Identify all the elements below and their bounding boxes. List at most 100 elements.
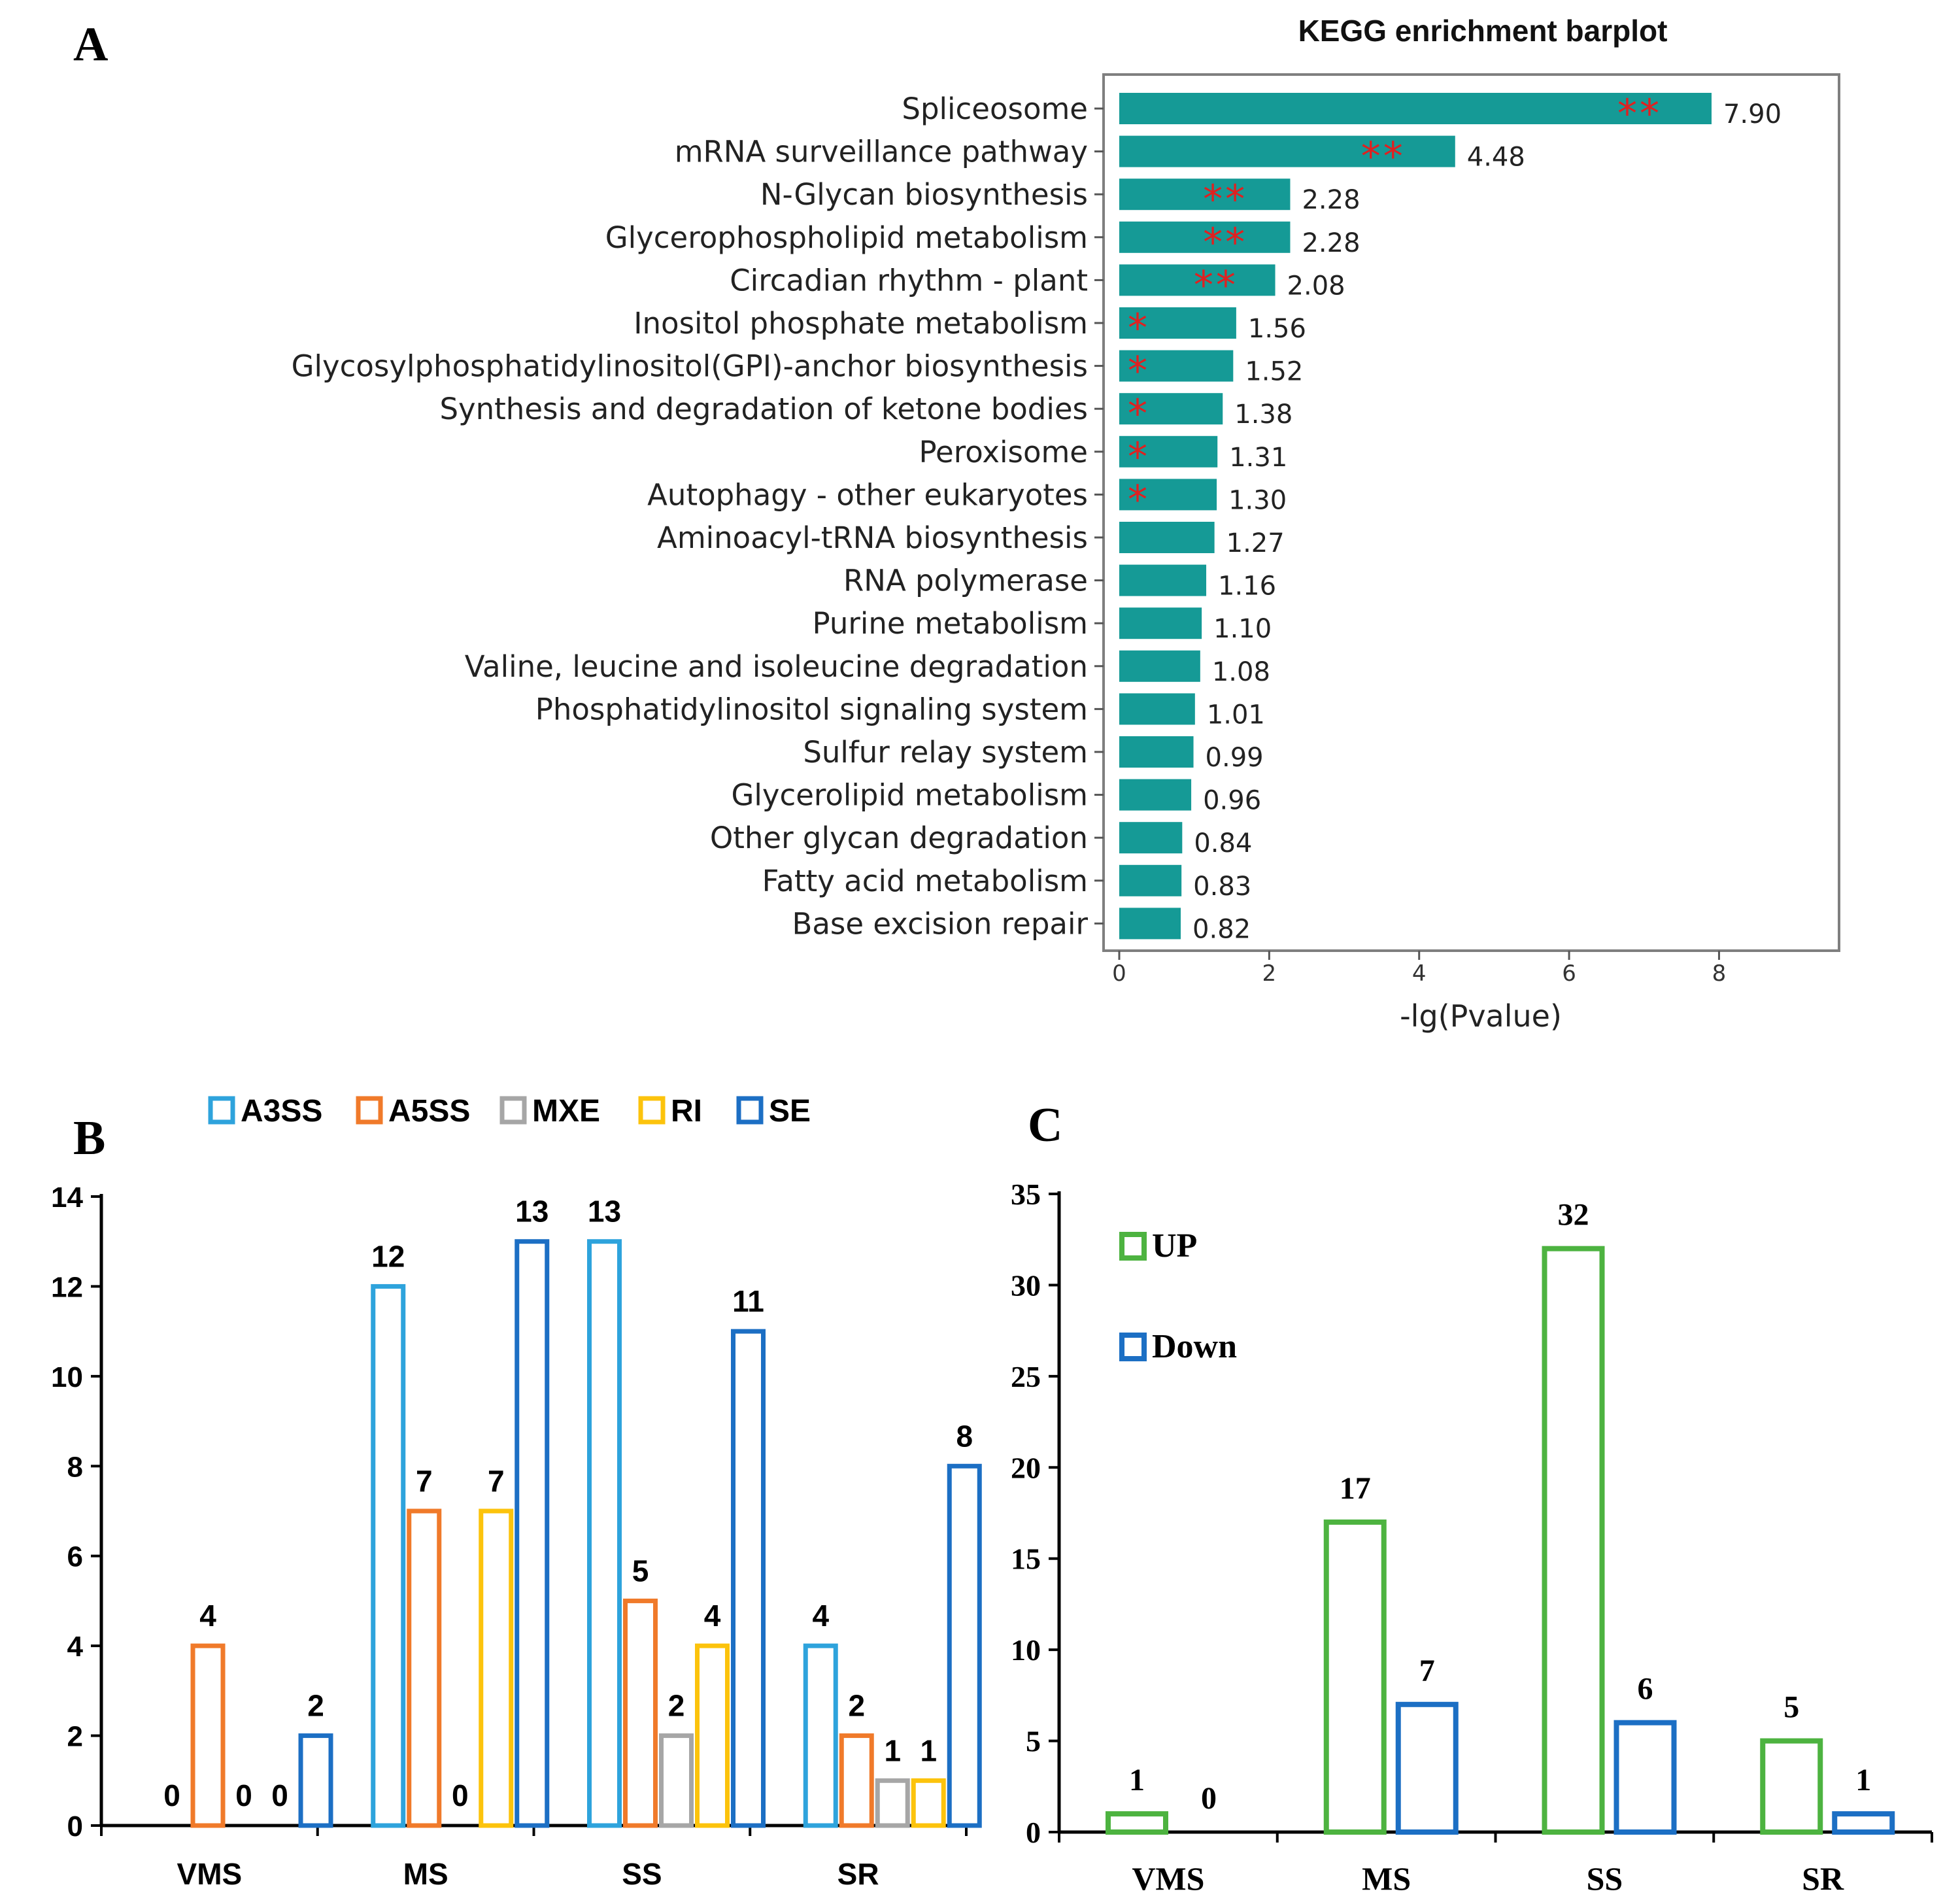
category-label: Circadian rhythm - plant bbox=[730, 263, 1088, 298]
y-tick-label: 20 bbox=[1011, 1451, 1041, 1484]
bar bbox=[1119, 864, 1182, 896]
value-label: 2.28 bbox=[1302, 228, 1360, 258]
data-label: 1 bbox=[920, 1733, 937, 1767]
bar bbox=[731, 1329, 766, 1828]
category-label: SR bbox=[837, 1857, 879, 1891]
category-label: RNA polymerase bbox=[843, 564, 1088, 598]
value-label: 1.56 bbox=[1248, 314, 1306, 344]
data-label: 5 bbox=[632, 1554, 649, 1588]
bar bbox=[1119, 178, 1291, 211]
bar bbox=[479, 1508, 514, 1828]
x-tick-label: 8 bbox=[1712, 960, 1727, 987]
data-label: 1 bbox=[884, 1733, 901, 1767]
data-label: 32 bbox=[1558, 1198, 1589, 1232]
category-label: mRNA surveillance pathway bbox=[675, 135, 1088, 169]
bar bbox=[1119, 779, 1192, 811]
value-label: 1.01 bbox=[1207, 700, 1265, 730]
bar bbox=[1119, 479, 1217, 511]
y-tick-label: 0 bbox=[1026, 1816, 1041, 1849]
y-tick-label: 25 bbox=[1011, 1360, 1041, 1393]
category-label: Valine, leucine and isoleucine degradati… bbox=[465, 649, 1088, 684]
y-tick-label: 12 bbox=[51, 1271, 83, 1303]
significance-stars: * bbox=[1128, 391, 1150, 437]
value-label: 2.28 bbox=[1302, 185, 1360, 215]
data-label: 2 bbox=[307, 1689, 324, 1723]
bar bbox=[1119, 564, 1207, 596]
bar bbox=[875, 1778, 910, 1828]
significance-stars: * bbox=[1128, 348, 1150, 394]
bar bbox=[839, 1733, 874, 1828]
bar bbox=[1395, 1701, 1459, 1835]
x-axis-label: -lg(Pvalue) bbox=[1400, 998, 1562, 1034]
panel-c-up-down-chart: 0 5 10 15 20 25 30 35 VMS MS SS SR 1 17 32 5 0 7 6 1 UP Down bbox=[1011, 1178, 1933, 1897]
significance-stars: * bbox=[1128, 477, 1150, 522]
category-label: Glycerolipid metabolism bbox=[731, 778, 1088, 813]
category-label: Autophagy - other eukaryotes bbox=[647, 477, 1088, 512]
category-label: MS bbox=[1362, 1860, 1411, 1897]
y-tick-label: 10 bbox=[1011, 1633, 1041, 1667]
bar bbox=[623, 1598, 658, 1828]
value-label: 1.10 bbox=[1213, 614, 1272, 644]
category-label: VMS bbox=[1132, 1860, 1204, 1897]
data-label: 0 bbox=[163, 1778, 180, 1812]
plot-frame bbox=[1102, 73, 1840, 952]
bar bbox=[371, 1284, 406, 1828]
bar bbox=[1119, 822, 1183, 854]
y-tick-label: 35 bbox=[1011, 1178, 1041, 1211]
bar bbox=[1119, 693, 1195, 725]
data-label: 4 bbox=[704, 1599, 721, 1633]
data-label: 1 bbox=[1129, 1763, 1145, 1797]
bar bbox=[190, 1643, 226, 1828]
data-label: 0 bbox=[235, 1778, 252, 1812]
bar bbox=[1832, 1811, 1895, 1835]
y-tick-label: 14 bbox=[51, 1182, 83, 1214]
category-label: Glycosylphosphatidylinositol(GPI)-anchor… bbox=[292, 349, 1088, 384]
data-label: 2 bbox=[848, 1689, 865, 1723]
bar bbox=[659, 1733, 694, 1828]
panel-letter-c: C bbox=[1028, 1098, 1062, 1152]
category-label: Spliceosome bbox=[902, 92, 1088, 126]
value-label: 0.96 bbox=[1203, 786, 1261, 816]
value-label: 1.08 bbox=[1212, 657, 1270, 687]
x-tick-label: 6 bbox=[1562, 960, 1576, 987]
data-label: 6 bbox=[1638, 1672, 1653, 1707]
category-label: Peroxisome bbox=[919, 435, 1088, 469]
bar bbox=[1119, 736, 1194, 768]
data-label: 4 bbox=[812, 1599, 829, 1633]
value-label: 7.90 bbox=[1723, 99, 1782, 129]
bar bbox=[515, 1239, 550, 1828]
significance-stars: ** bbox=[1203, 220, 1247, 265]
legend-swatch bbox=[1119, 1333, 1147, 1361]
data-label: 0 bbox=[452, 1778, 469, 1812]
value-label: 0.83 bbox=[1193, 872, 1251, 902]
data-label: 5 bbox=[1783, 1690, 1799, 1725]
category-label: Synthesis and degradation of ketone bodi… bbox=[439, 392, 1088, 426]
value-label: 2.08 bbox=[1287, 271, 1345, 301]
category-label: Phosphatidylinositol signaling system bbox=[535, 692, 1088, 726]
category-label: Other glycan degradation bbox=[710, 821, 1088, 855]
bar bbox=[1119, 522, 1215, 553]
bar bbox=[1119, 350, 1234, 382]
bar bbox=[1119, 93, 1712, 124]
value-label: 0.99 bbox=[1206, 743, 1264, 773]
bar bbox=[1542, 1246, 1605, 1835]
bar bbox=[1614, 1720, 1677, 1835]
bar bbox=[1119, 650, 1200, 682]
legend-swatch bbox=[736, 1096, 764, 1125]
legend-label: UP bbox=[1152, 1227, 1197, 1265]
data-label: 0 bbox=[271, 1778, 288, 1812]
value-label: 0.82 bbox=[1192, 914, 1251, 944]
value-label: 1.52 bbox=[1245, 357, 1303, 387]
legend-label: A5SS bbox=[388, 1094, 470, 1129]
significance-stars: ** bbox=[1203, 177, 1247, 222]
legend-swatch bbox=[1119, 1232, 1147, 1261]
bar bbox=[1119, 393, 1223, 425]
bar bbox=[1106, 1811, 1168, 1835]
y-tick-label: 2 bbox=[67, 1721, 83, 1753]
bar bbox=[695, 1643, 730, 1828]
y-tick-label: 8 bbox=[67, 1451, 83, 1483]
data-label: 12 bbox=[371, 1239, 405, 1273]
legend-swatch bbox=[499, 1096, 527, 1125]
data-label: 1 bbox=[1855, 1763, 1871, 1797]
